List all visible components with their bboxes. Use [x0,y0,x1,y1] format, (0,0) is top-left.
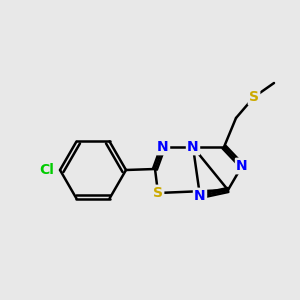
Text: Cl: Cl [39,163,54,177]
Text: S: S [153,186,163,200]
Text: N: N [236,159,248,173]
Text: N: N [157,140,169,154]
Text: N: N [194,189,206,203]
Text: S: S [249,90,259,104]
Text: N: N [187,140,199,154]
